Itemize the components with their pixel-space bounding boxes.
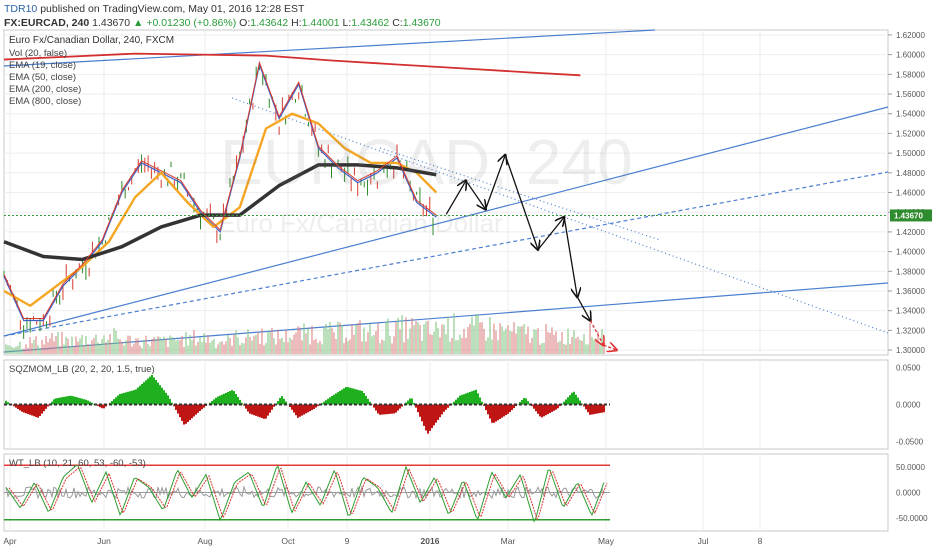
change-up-icon: ▲ — [133, 17, 144, 29]
symbol-line: FX:EURCAD, 240 1.43670 ▲ +0.01230 (+0.86… — [4, 17, 441, 29]
price-tick-label: 1.42000 — [896, 228, 925, 237]
last-price: 1.43670 — [92, 17, 131, 29]
wt-diff-line — [5, 485, 605, 500]
wt-pane-title[interactable]: WT_LB (10, 21, 60, 53, -60, -53) — [9, 458, 146, 469]
rising-trendline-dashed — [3, 171, 889, 337]
indicator-ema200[interactable]: EMA (200, close) — [9, 84, 82, 95]
price-tick-label: 1.32000 — [896, 326, 925, 335]
high-value: 1.44001 — [301, 17, 340, 29]
time-axis: Apr Jun Aug Oct 9 2016 Mar May Jul 8 — [3, 536, 762, 546]
price-label-box — [890, 209, 932, 222]
forecast-arrow — [603, 345, 617, 350]
forecast-arrow — [465, 180, 486, 210]
time-tick-label: Jun — [97, 536, 111, 546]
close-label: C: — [392, 17, 403, 29]
forecast-arrow — [504, 154, 538, 250]
open-label: O: — [239, 17, 251, 29]
sqz-tick-label: 0.0000 — [896, 401, 921, 410]
time-tick-label: 2016 — [421, 536, 440, 546]
sqz-tick-label: 0.0500 — [896, 363, 921, 372]
price-tick-label: 1.40000 — [896, 248, 925, 257]
time-tick-label: Aug — [197, 536, 212, 546]
time-tick-label: Mar — [501, 536, 516, 546]
forecast-arrows — [445, 154, 617, 350]
open-value: 1.43642 — [250, 17, 289, 29]
main-pane-title[interactable]: Euro Fx/Canadian Dollar, 240, FXCM — [9, 35, 175, 46]
time-tick-label: May — [598, 536, 615, 546]
price-tick-label: 1.50000 — [896, 149, 925, 158]
volume-bars — [5, 313, 605, 354]
forecast-arrow — [445, 181, 466, 215]
forecast-arrow — [576, 296, 590, 321]
close-value: 1.43670 — [402, 17, 441, 29]
ema-line-1 — [3, 112, 438, 307]
high-label: H: — [291, 17, 302, 29]
indicator-ema50[interactable]: EMA (50, close) — [9, 72, 77, 83]
ema19-line — [3, 62, 437, 322]
time-tick-label: Jul — [698, 536, 709, 546]
indicator-volume[interactable]: Vol (20, false) — [9, 48, 68, 59]
lower-support-line — [3, 282, 889, 353]
wavetrend-oscillator — [4, 464, 610, 523]
forecast-arrow — [537, 217, 564, 251]
price-tick-label: 1.60000 — [896, 51, 925, 60]
indicator-ema800[interactable]: EMA (800, close) — [9, 96, 82, 107]
price-grid — [3, 29, 889, 532]
publish-text: published on TradingView.com, May 01, 20… — [40, 3, 305, 15]
rising-trendline — [3, 106, 889, 337]
low-value: 1.43462 — [351, 17, 390, 29]
price-tick-label: 1.52000 — [896, 129, 925, 138]
forecast-arrow — [563, 217, 577, 297]
wt-tick-label: -50.0000 — [896, 514, 928, 523]
price-label: 1.43670 — [894, 211, 923, 220]
sqz-pane-title[interactable]: SQZMOM_LB (20, 2, 20, 1.5, true) — [9, 364, 155, 375]
sqz-tick-label: -0.0500 — [896, 438, 924, 447]
author-link[interactable]: TDR10 — [4, 3, 38, 15]
watermark-name: Euro Fx/Canadian Dollar — [218, 208, 503, 238]
price-axes: 1.62000 1.60000 1.58000 1.56000 1.54000 1.520… — [4, 31, 932, 523]
price-tick-label: 1.62000 — [896, 31, 925, 40]
wt2-line — [8, 467, 608, 521]
wt-tick-label: 50.0000 — [896, 463, 925, 472]
squeeze-momentum-histogram — [4, 374, 610, 434]
ema-line-3 — [3, 52, 581, 77]
price-change: +0.01230 (+0.86%) — [146, 17, 237, 29]
upper-channel-line — [3, 29, 656, 67]
price-tick-label: 1.46000 — [896, 189, 925, 198]
time-tick-label: Apr — [3, 536, 16, 546]
symbol-name[interactable]: FX:EURCAD, 240 — [4, 17, 90, 29]
wt1-line — [5, 465, 605, 523]
low-label: L: — [342, 17, 352, 29]
ema19-red-line — [3, 60, 437, 320]
watermark-symbol: EURCAD, 240 — [220, 126, 633, 198]
forecast-arrow — [484, 155, 506, 210]
time-tick-label: Oct — [281, 536, 295, 546]
publish-line: TDR10 published on TradingView.com, May … — [4, 3, 304, 15]
price-tick-label: 1.38000 — [896, 267, 925, 276]
price-tick-label: 1.56000 — [896, 90, 925, 99]
price-tick-label: 1.36000 — [896, 287, 925, 296]
price-tick-label: 1.48000 — [896, 169, 925, 178]
indicator-ema19[interactable]: EMA (19, close) — [9, 60, 77, 71]
time-tick-label: 9 — [345, 536, 350, 546]
price-tick-label: 1.30000 — [896, 346, 925, 355]
time-tick-label: 8 — [758, 536, 763, 546]
price-tick-label: 1.34000 — [896, 307, 925, 316]
price-tick-label: 1.54000 — [896, 110, 925, 119]
wt-tick-label: 0.0000 — [896, 489, 921, 498]
price-tick-label: 1.58000 — [896, 70, 925, 79]
